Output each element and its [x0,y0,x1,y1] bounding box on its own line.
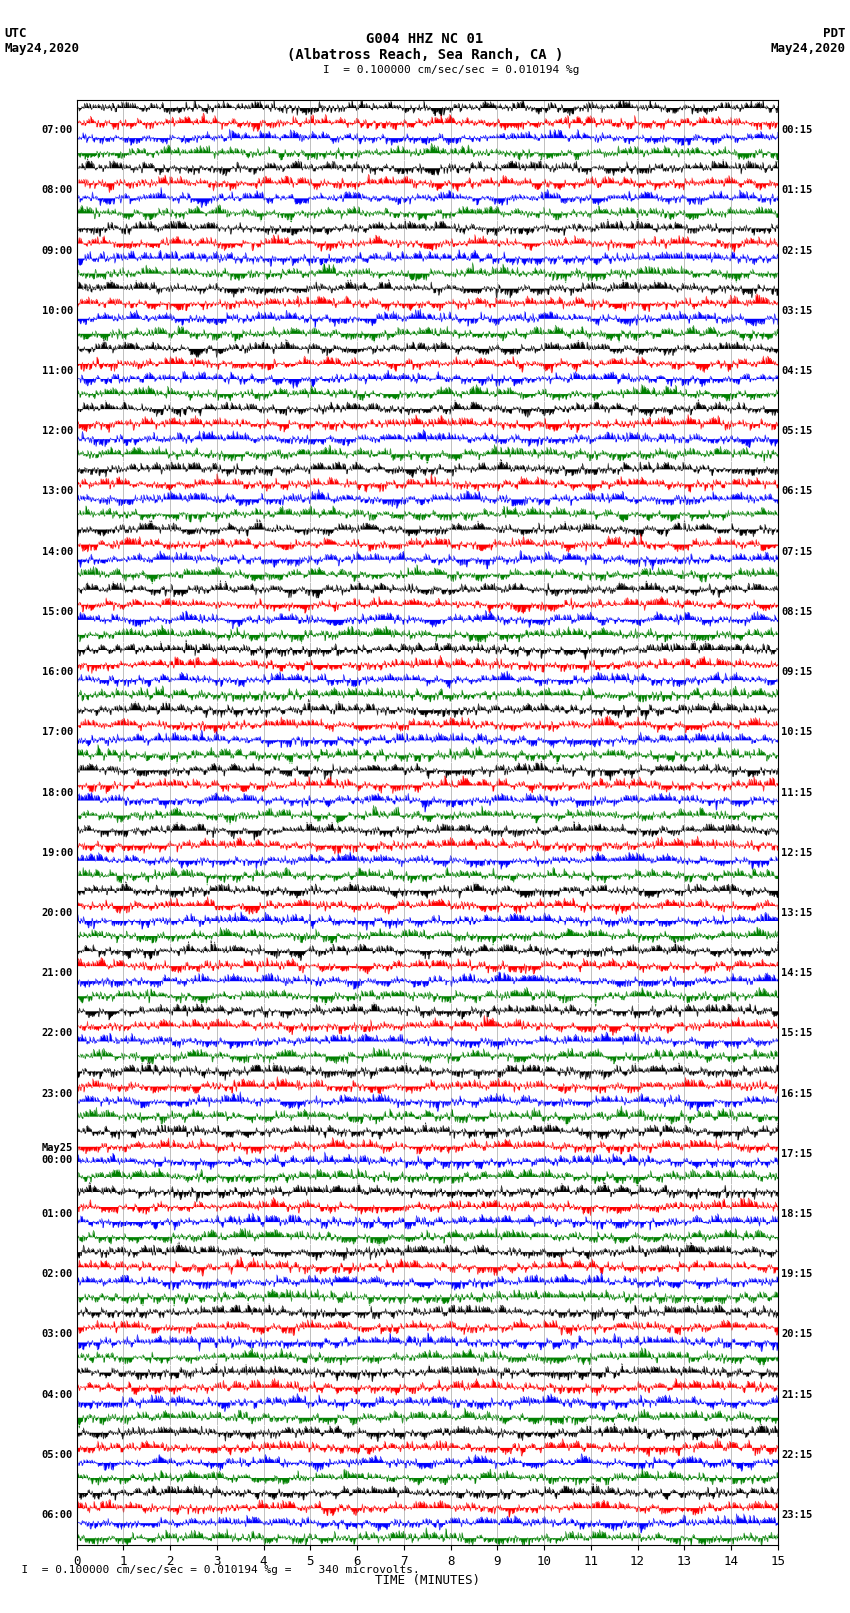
Text: 08:00: 08:00 [42,185,73,195]
Text: 23:00: 23:00 [42,1089,73,1098]
Text: 21:15: 21:15 [781,1390,813,1400]
Text: 13:15: 13:15 [781,908,813,918]
Text: 13:00: 13:00 [42,487,73,497]
Text: 10:00: 10:00 [42,306,73,316]
Text: 12:00: 12:00 [42,426,73,436]
Text: 22:15: 22:15 [781,1450,813,1460]
Text: 06:15: 06:15 [781,487,813,497]
Text: 20:15: 20:15 [781,1329,813,1339]
Text: 05:15: 05:15 [781,426,813,436]
Text: 17:15: 17:15 [781,1148,813,1158]
Text: 05:00: 05:00 [42,1450,73,1460]
Text: 14:15: 14:15 [781,968,813,977]
Text: 18:15: 18:15 [781,1210,813,1219]
Text: 03:15: 03:15 [781,306,813,316]
Text: 10:15: 10:15 [781,727,813,737]
Text: 20:00: 20:00 [42,908,73,918]
Text: 07:00: 07:00 [42,126,73,135]
Text: 23:15: 23:15 [781,1510,813,1519]
Text: May24,2020: May24,2020 [771,42,846,55]
Text: 14:00: 14:00 [42,547,73,556]
Text: I  = 0.100000 cm/sec/sec = 0.010194 %g: I = 0.100000 cm/sec/sec = 0.010194 %g [323,65,580,74]
Text: May25
00:00: May25 00:00 [42,1144,73,1165]
Text: 11:00: 11:00 [42,366,73,376]
Text: 08:15: 08:15 [781,606,813,616]
Text: 17:00: 17:00 [42,727,73,737]
Text: 16:15: 16:15 [781,1089,813,1098]
Text: 11:15: 11:15 [781,787,813,797]
Text: 06:00: 06:00 [42,1510,73,1519]
Text: 19:15: 19:15 [781,1269,813,1279]
Text: 19:00: 19:00 [42,848,73,858]
Text: (Albatross Reach, Sea Ranch, CA ): (Albatross Reach, Sea Ranch, CA ) [286,48,564,63]
Text: 02:15: 02:15 [781,245,813,255]
Text: I  = 0.100000 cm/sec/sec = 0.010194 %g =    340 microvolts.: I = 0.100000 cm/sec/sec = 0.010194 %g = … [8,1565,420,1574]
Text: 21:00: 21:00 [42,968,73,977]
Text: 04:15: 04:15 [781,366,813,376]
Text: UTC: UTC [4,27,26,40]
Text: 03:00: 03:00 [42,1329,73,1339]
Text: 12:15: 12:15 [781,848,813,858]
Text: May24,2020: May24,2020 [4,42,79,55]
Text: 07:15: 07:15 [781,547,813,556]
Text: 01:15: 01:15 [781,185,813,195]
Text: 04:00: 04:00 [42,1390,73,1400]
Text: 09:00: 09:00 [42,245,73,255]
Text: 18:00: 18:00 [42,787,73,797]
Text: 09:15: 09:15 [781,668,813,677]
X-axis label: TIME (MINUTES): TIME (MINUTES) [375,1574,479,1587]
Text: 16:00: 16:00 [42,668,73,677]
Text: 01:00: 01:00 [42,1210,73,1219]
Text: 15:00: 15:00 [42,606,73,616]
Text: G004 HHZ NC 01: G004 HHZ NC 01 [366,32,484,47]
Text: 15:15: 15:15 [781,1029,813,1039]
Text: 00:15: 00:15 [781,126,813,135]
Text: 22:00: 22:00 [42,1029,73,1039]
Text: 02:00: 02:00 [42,1269,73,1279]
Text: PDT: PDT [824,27,846,40]
